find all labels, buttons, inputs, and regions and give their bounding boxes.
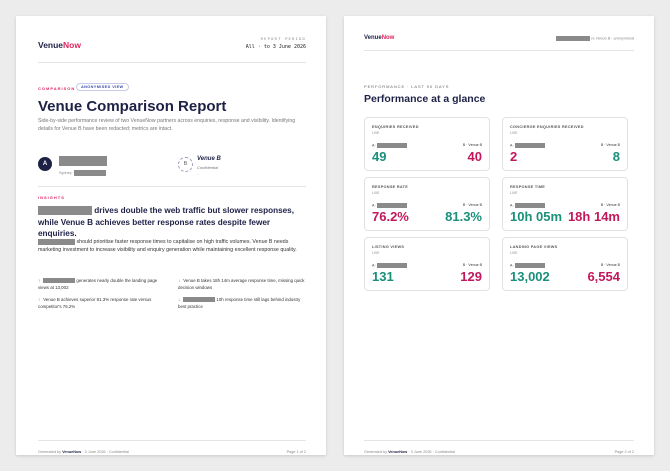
venue-b-label: B · Venue B: [600, 203, 620, 207]
insight-headline: drives double the web traffic but slower…: [38, 206, 295, 238]
page-footer: Generated by VenueNow · 3 June 2026 · Co…: [364, 450, 455, 454]
insight-bullet: ↓ 10h response time still lags behind in…: [178, 297, 301, 309]
section-title: Performance at a glance: [364, 93, 486, 105]
redacted-venue-name: [183, 297, 216, 303]
metric-title: ENQUIRIES RECEIVED: [372, 125, 419, 129]
metric-title: RESPONSE RATE: [372, 185, 409, 189]
venue-b-value: 81.3%: [445, 209, 482, 224]
metric-unit: LIVE: [372, 191, 380, 195]
redacted-venue-name: [515, 263, 546, 268]
venue-b-value: 18h 14m: [567, 209, 620, 224]
metric-unit: LIVE: [510, 251, 518, 255]
venue-a-avatar: A: [38, 157, 52, 171]
metric-card: RESPONSE TIME LIVE A · B · Venue B 10h 05m 1…: [502, 177, 628, 231]
header-anonymised-note: vs Venue B · anonymised: [555, 36, 634, 41]
metric-card: ENQUIRIES RECEIVED LIVE A · B · Venue B 49 4…: [364, 117, 490, 171]
brand-logo: VenueNow: [38, 40, 81, 50]
insight-bullet: ↓ Venue B takes 18h 14m average response …: [178, 278, 305, 290]
page-title: Venue Comparison Report: [38, 98, 227, 115]
venue-a-value: 49: [372, 149, 387, 164]
venue-b-label: B · Venue B: [462, 203, 482, 207]
metric-unit: LIVE: [372, 131, 380, 135]
venue-a-location: Sydney ·: [59, 171, 74, 175]
metric-title: CONCIERGE ENQUIRIES RECEIVED: [510, 125, 584, 129]
venue-b-label: B · Venue B: [462, 263, 482, 267]
metric-card: LISTING VIEWS LIVE A · B · Venue B 131 129: [364, 237, 490, 291]
metric-title: LISTING VIEWS: [372, 245, 405, 249]
metric-unit: LIVE: [372, 251, 380, 255]
venue-a-value: 10h 05m: [510, 209, 563, 224]
venue-b-value: 40: [467, 149, 482, 164]
venue-b-label: B · Venue B: [600, 143, 620, 147]
venue-a-label: A ·: [510, 263, 546, 268]
venue-a-value: 2: [510, 149, 518, 164]
venue-a-value: 13,002: [510, 269, 550, 284]
venue-a-label: A ·: [510, 203, 546, 208]
venue-a-name-redacted: [59, 156, 107, 166]
page-footer: Generated by VenueNow · 3 June 2026 · Co…: [38, 450, 129, 454]
venue-b-name: Venue B: [197, 156, 221, 162]
comparison-label: COMPARISON: [38, 86, 76, 91]
section-label: PERFORMANCE · LAST 90 DAYS: [364, 84, 450, 89]
brand-logo: VenueNow: [364, 35, 395, 41]
redacted-venue-name: [38, 238, 75, 245]
metric-card: LANDING PAGE VIEWS LIVE A · B · Venue B 13,…: [502, 237, 628, 291]
redacted-venue-name: [515, 203, 546, 208]
redacted-venue-name: [377, 263, 408, 268]
venue-b-value: 8: [612, 149, 620, 164]
redacted-venue-name: [377, 203, 408, 208]
page-number: Page 2 of 2: [614, 450, 634, 454]
report-period-label: REPORT PERIOD: [260, 36, 306, 41]
report-description: Side-by-side performance review of two V…: [38, 118, 296, 132]
venue-a-value: 131: [372, 269, 394, 284]
venue-a-label: A ·: [372, 263, 408, 268]
venue-b-label: B · Venue B: [600, 263, 620, 267]
redacted-venue-name: [38, 206, 92, 216]
venue-b-value: 129: [460, 269, 482, 284]
venue-a-label: A ·: [510, 143, 546, 148]
metric-card: CONCIERGE ENQUIRIES RECEIVED LIVE A · B · …: [502, 117, 628, 171]
anonymised-badge: ANONYMISED VIEW: [76, 83, 129, 91]
report-page-2: VenueNow vs Venue B · anonymised PERFORM…: [344, 16, 654, 455]
venue-b-dash: -: [197, 171, 199, 176]
metric-unit: LIVE: [510, 131, 518, 135]
redacted-venue-name: [377, 143, 408, 148]
venue-b-label: B · Venue B: [462, 143, 482, 147]
venue-b-value: 6,554: [587, 269, 620, 284]
metric-title: LANDING PAGE VIEWS: [510, 245, 558, 249]
report-period-value: All · to 3 June 2026: [245, 44, 306, 50]
venue-a-label: A ·: [372, 203, 408, 208]
report-page-1: VenueNow REPORT PERIOD All · to 3 June 2…: [16, 16, 326, 455]
insight-bullet: ↑ generates nearly double the landing pa…: [38, 278, 158, 290]
venue-a-location-redacted: [74, 170, 106, 176]
redacted-venue-name: [515, 143, 546, 148]
venue-b-confidential: Confidential: [197, 165, 219, 170]
venue-a-label: A ·: [372, 143, 408, 148]
redacted-venue-name: [43, 278, 76, 284]
insights-label: INSIGHTS: [38, 195, 65, 200]
venue-b-avatar: B: [178, 157, 193, 172]
metric-unit: LIVE: [510, 191, 518, 195]
insight-bullet: ↑ Venue B achieves superior 81.3% respons…: [38, 297, 152, 309]
redacted-venue-name: [555, 36, 590, 41]
metric-title: RESPONSE TIME: [510, 185, 546, 189]
metric-card: RESPONSE RATE LIVE A · B · Venue B 76.2% 81.…: [364, 177, 490, 231]
venue-a-value: 76.2%: [372, 209, 409, 224]
insight-paragraph: should prioritise faster response times …: [38, 238, 297, 254]
page-number: Page 1 of 2: [286, 450, 306, 454]
